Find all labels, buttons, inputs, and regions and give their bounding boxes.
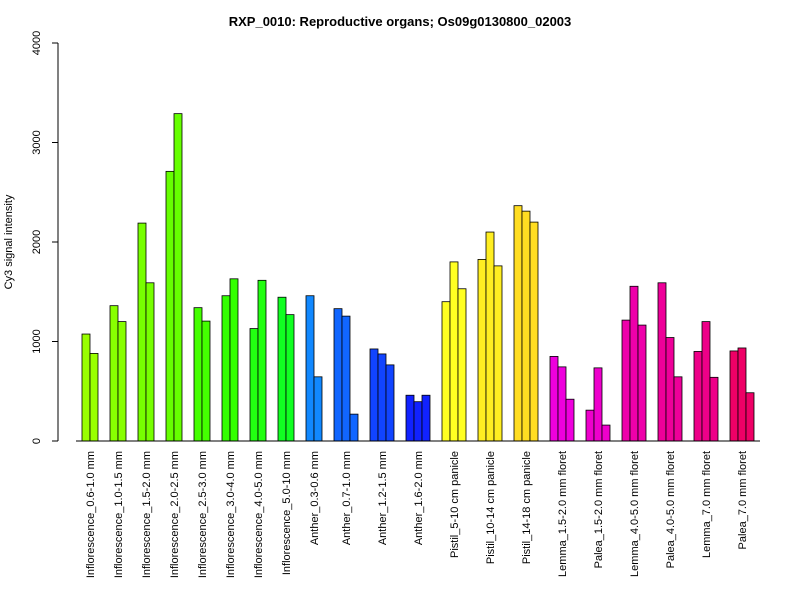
bar [249,328,259,442]
bar [201,320,211,442]
bar [657,282,667,442]
category-label: Lemma_1.5-2.0 mm floret [557,451,569,577]
bar [701,321,711,442]
y-tick-label: 3000 [31,130,43,154]
category-label: Inflorescence_2.5-3.0 mm [197,451,209,578]
bar [673,376,683,442]
bar [285,314,295,442]
bar [585,409,595,442]
category-label: Inflorescence_1.0-1.5 mm [113,451,125,578]
bar [377,353,387,442]
category-label: Anther_1.2-1.5 mm [377,451,389,545]
bar [173,113,183,442]
bar [693,351,703,442]
category-labels: Inflorescence_0.6-1.0 mm Inflorescence_1.… [85,451,749,578]
bar [441,301,451,442]
bar [477,259,487,442]
category-label: Inflorescence_5.0-10 mm [281,451,293,575]
bar [629,285,639,442]
category-label: Anther_1.6-2.0 mm [413,451,425,545]
category-label: Inflorescence_2.0-2.5 mm [169,451,181,578]
category-label: Pistil_14-18 cm panicle [521,451,533,564]
bar [593,367,603,442]
bar [421,394,431,442]
bar [341,315,351,442]
bar [549,356,559,442]
bar [109,305,119,442]
bar [493,265,503,442]
bar [485,231,495,442]
bars [81,113,755,442]
y-tick-label: 1000 [31,329,43,353]
bar [333,308,343,442]
category-label: Pistil_10-14 cm panicle [485,451,497,564]
bar [221,295,231,442]
y-tick-label: 2000 [31,230,43,254]
bar [557,366,567,442]
y-tick-label: 4000 [31,31,43,55]
category-label: Pistil_5-10 cm panicle [449,451,461,558]
bar [729,350,739,442]
bar [369,348,379,442]
bar [449,261,459,442]
y-axis-label: Cy3 signal intensity [3,194,15,289]
category-label: Lemma_4.0-5.0 mm floret [629,451,641,577]
bar [413,401,423,442]
category-label: Palea_4.0-5.0 mm floret [665,451,677,568]
bar [277,296,287,442]
bar [165,170,175,442]
y-tick-label: 0 [31,438,43,444]
bar [745,392,755,442]
bar [637,324,647,442]
bar [349,413,359,442]
category-label: Anther_0.7-1.0 mm [341,451,353,545]
bar [145,282,155,442]
bar [521,210,531,442]
bar [117,321,127,442]
bar [89,353,99,442]
bar [529,221,539,442]
bar [257,279,267,442]
bar [305,295,315,442]
bar [565,398,575,442]
bar [665,337,675,442]
category-label: Palea_7.0 mm floret [737,451,749,549]
category-label: Inflorescence_1.5-2.0 mm [141,451,153,578]
bar [737,347,747,442]
bar [601,424,611,442]
bar [621,319,631,442]
bar [709,376,719,442]
category-label: Inflorescence_4.0-5.0 mm [253,451,265,578]
bar [313,376,323,442]
category-label: Inflorescence_3.0-4.0 mm [225,451,237,578]
y-axis: 0 1000 2000 3000 4000 [31,31,59,444]
category-label: Lemma_7.0 mm floret [701,451,713,558]
bar [229,278,239,442]
bar [385,364,395,442]
category-label: Inflorescence_0.6-1.0 mm [85,451,97,578]
category-label: Palea_1.5-2.0 mm floret [593,451,605,568]
chart-title: RXP_0010: Reproductive organs; Os09g0130… [229,14,572,29]
category-label: Anther_0.3-0.6 mm [309,451,321,545]
bar [81,333,91,442]
bar [457,288,467,442]
bar [193,307,203,442]
bar [137,222,147,442]
bar [513,205,523,442]
bar [405,394,415,442]
